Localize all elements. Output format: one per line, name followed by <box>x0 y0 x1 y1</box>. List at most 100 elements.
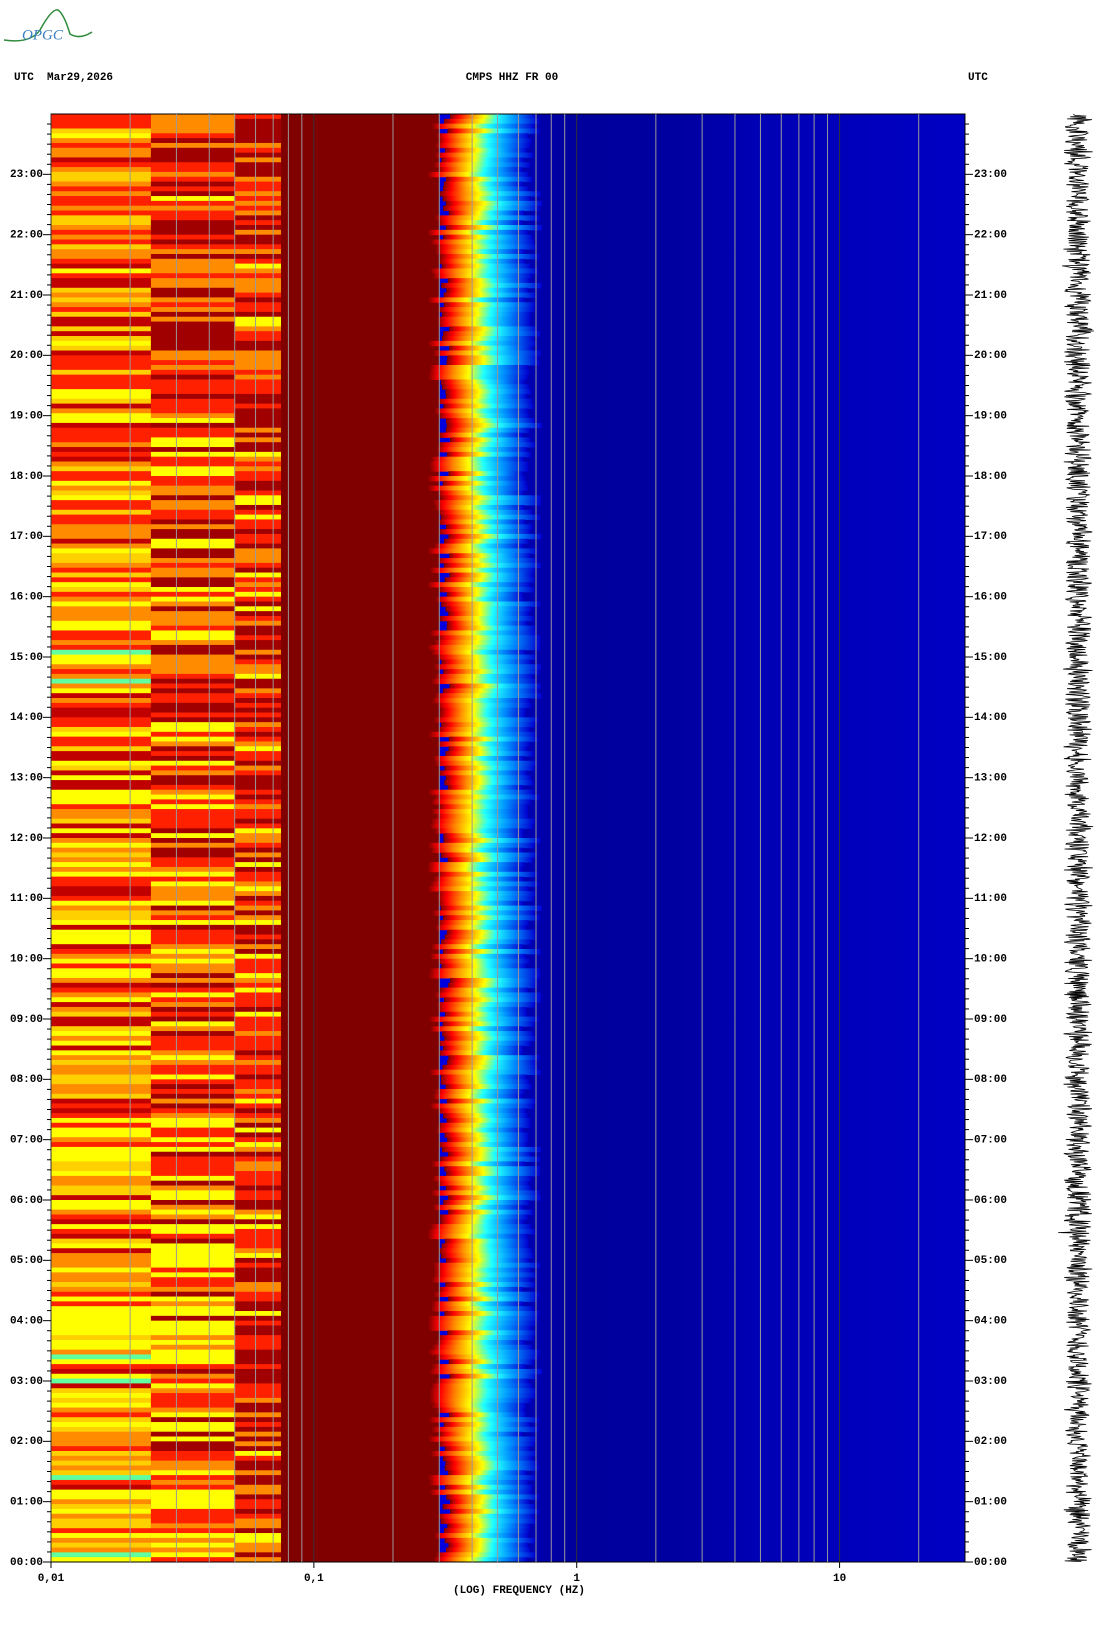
texture <box>431 799 531 805</box>
texture <box>51 220 151 226</box>
texture <box>51 1243 151 1249</box>
texture <box>444 1537 535 1544</box>
texture <box>51 1069 151 1076</box>
texture <box>234 866 282 873</box>
texture <box>234 538 282 545</box>
texture <box>448 982 538 989</box>
texture <box>51 596 151 602</box>
texture <box>150 543 235 549</box>
texture <box>234 350 282 356</box>
texture <box>51 755 151 762</box>
texture <box>51 1518 151 1524</box>
texture <box>434 543 524 549</box>
texture <box>448 1359 534 1365</box>
texture <box>51 157 151 163</box>
texture <box>234 1253 282 1259</box>
texture <box>51 1513 151 1520</box>
y-tick-label-right: 11:00 <box>974 893 1007 905</box>
texture <box>150 741 235 747</box>
texture <box>51 1446 151 1452</box>
texture <box>437 398 533 405</box>
texture <box>438 587 535 593</box>
texture <box>150 239 235 245</box>
texture <box>150 1146 235 1153</box>
texture <box>435 1407 525 1413</box>
texture <box>234 403 282 409</box>
texture <box>150 707 235 714</box>
texture <box>51 924 151 931</box>
texture <box>51 1344 151 1351</box>
texture <box>150 1465 235 1471</box>
texture <box>150 1296 235 1302</box>
texture <box>444 1238 529 1244</box>
texture <box>445 225 543 231</box>
texture <box>441 963 527 969</box>
texture <box>234 1552 282 1558</box>
texture <box>234 157 282 163</box>
texture <box>234 1161 282 1167</box>
texture <box>150 717 235 723</box>
texture <box>51 1402 151 1409</box>
texture <box>234 1441 282 1447</box>
texture <box>438 1142 527 1148</box>
texture <box>234 1335 282 1341</box>
texture <box>234 1407 282 1413</box>
texture <box>51 1393 151 1399</box>
texture <box>444 1132 529 1138</box>
texture <box>434 693 542 699</box>
texture <box>438 1286 523 1293</box>
texture <box>450 977 539 984</box>
texture <box>234 326 282 332</box>
y-tick-label: 07:00 <box>10 1135 43 1147</box>
texture <box>446 929 536 936</box>
y-tick-label: 15:00 <box>10 652 43 664</box>
texture <box>150 1175 235 1182</box>
texture <box>234 258 282 265</box>
texture <box>437 1513 534 1520</box>
texture <box>442 196 531 202</box>
texture <box>234 722 282 728</box>
texture <box>234 1035 282 1042</box>
texture <box>449 572 533 578</box>
texture <box>51 162 151 168</box>
texture <box>51 630 151 636</box>
texture <box>436 702 532 709</box>
texture <box>150 1079 235 1085</box>
texture <box>448 210 525 216</box>
texture <box>433 755 524 762</box>
texture <box>51 200 151 207</box>
texture <box>51 760 151 767</box>
texture <box>51 1547 151 1553</box>
texture <box>430 881 539 887</box>
texture <box>234 480 282 487</box>
texture <box>51 205 151 212</box>
y-tick-label-right: 03:00 <box>974 1376 1007 1388</box>
texture <box>51 1190 151 1196</box>
texture <box>51 558 151 564</box>
texture <box>150 442 235 448</box>
texture <box>150 958 235 964</box>
texture <box>448 1470 527 1476</box>
texture <box>430 1103 534 1109</box>
texture <box>51 804 151 810</box>
texture <box>234 181 282 187</box>
texture <box>150 1045 235 1051</box>
texture <box>234 929 282 936</box>
texture <box>150 374 235 380</box>
texture <box>234 587 282 593</box>
texture <box>234 1325 282 1331</box>
texture <box>431 1383 532 1389</box>
texture <box>150 664 235 670</box>
texture <box>51 1286 151 1293</box>
texture <box>150 369 235 376</box>
texture <box>234 1243 282 1249</box>
texture <box>431 649 526 656</box>
texture <box>51 364 151 371</box>
texture <box>150 1050 235 1056</box>
y-tick-label: 01:00 <box>10 1497 43 1509</box>
texture <box>234 413 282 419</box>
texture <box>443 403 534 409</box>
texture <box>150 355 235 361</box>
texture <box>150 1552 235 1558</box>
texture <box>150 1393 235 1399</box>
